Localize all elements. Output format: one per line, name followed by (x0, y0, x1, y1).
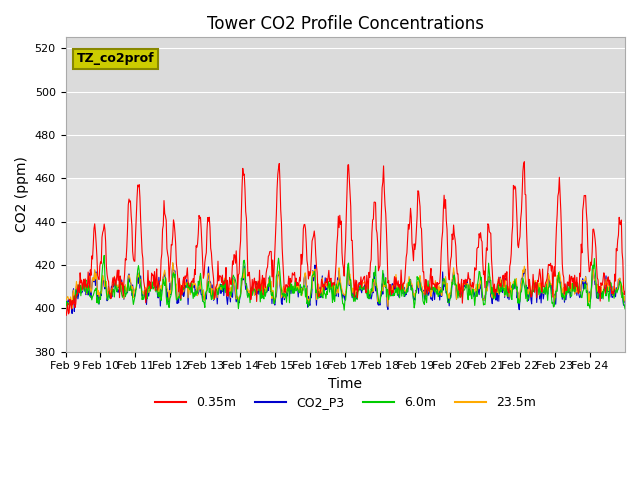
Title: Tower CO2 Profile Concentrations: Tower CO2 Profile Concentrations (207, 15, 484, 33)
Y-axis label: CO2 (ppm): CO2 (ppm) (15, 156, 29, 232)
X-axis label: Time: Time (328, 377, 362, 391)
Bar (65, 37, 625, 178)
Text: TZ_co2prof: TZ_co2prof (77, 52, 154, 65)
Legend: 0.35m, CO2_P3, 6.0m, 23.5m: 0.35m, CO2_P3, 6.0m, 23.5m (150, 391, 541, 414)
